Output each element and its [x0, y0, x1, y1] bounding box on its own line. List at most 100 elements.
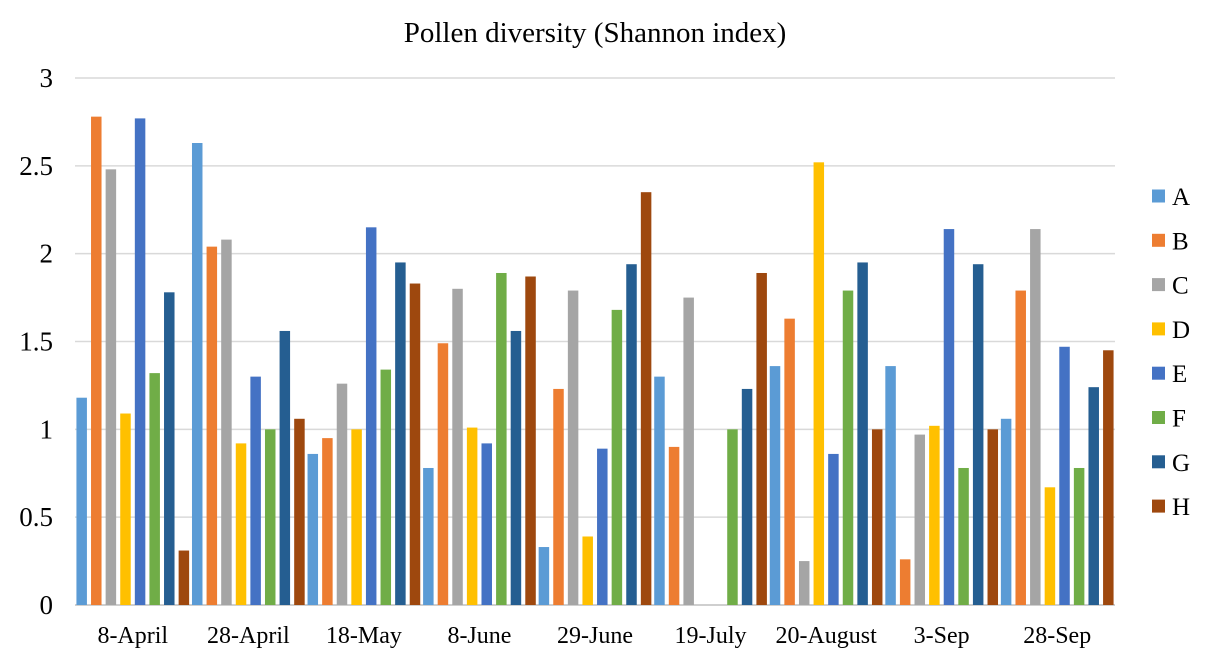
- bar-B-29-June: [553, 388, 564, 605]
- bar-F-8-April: [149, 373, 160, 605]
- legend-item-G: G: [1152, 450, 1190, 477]
- x-tick-label: 8-June: [447, 623, 511, 649]
- bar-C-28-April: [221, 239, 232, 606]
- bars: [76, 116, 1114, 606]
- legend-item-H: H: [1152, 494, 1190, 521]
- legend-item-E: E: [1152, 361, 1187, 388]
- bar-E-18-May: [365, 227, 377, 605]
- legend-swatch: [1152, 189, 1165, 203]
- bar-D-8-June: [466, 427, 478, 605]
- x-tick-label: 19-July: [675, 623, 747, 649]
- legend-swatch: [1152, 366, 1165, 380]
- bar-H-29-June: [640, 192, 652, 605]
- bar-A-8-June: [423, 467, 434, 605]
- x-tick-label: 28-Sep: [1023, 623, 1091, 649]
- legend-swatch: [1152, 499, 1165, 513]
- bar-G-18-May: [395, 262, 406, 605]
- bar-F-20-August: [842, 290, 854, 605]
- bar-B-3-Sep: [899, 559, 911, 605]
- bar-A-3-Sep: [885, 366, 896, 605]
- bar-E-28-Sep: [1059, 346, 1070, 605]
- bar-C-8-June: [452, 288, 463, 605]
- legend-label: C: [1172, 273, 1189, 300]
- bar-E-8-June: [481, 443, 492, 605]
- bar-B-19-July: [668, 446, 680, 605]
- y-tick-label: 0.5: [19, 502, 53, 532]
- bar-G-29-June: [626, 264, 637, 605]
- bar-C-28-Sep: [1030, 229, 1041, 605]
- bar-D-18-May: [351, 429, 362, 605]
- bar-D-28-April: [235, 443, 247, 605]
- bar-F-29-June: [611, 309, 623, 605]
- bar-D-8-April: [120, 413, 131, 605]
- legend-label: E: [1172, 361, 1187, 388]
- legend-label: F: [1172, 406, 1186, 433]
- legend-label: G: [1172, 450, 1190, 477]
- legend-swatch: [1152, 455, 1165, 469]
- bar-A-28-April: [191, 143, 203, 605]
- bar-H-8-April: [178, 550, 190, 605]
- bar-D-29-June: [582, 536, 593, 605]
- x-tick-label: 18-May: [326, 623, 402, 649]
- legend-item-C: C: [1152, 273, 1189, 300]
- bar-F-8-June: [496, 272, 507, 605]
- x-tick-label: 28-April: [207, 623, 290, 649]
- bar-H-8-June: [525, 276, 536, 605]
- legend-swatch: [1152, 278, 1165, 292]
- bar-H-28-Sep: [1103, 350, 1114, 605]
- y-tick-label: 2: [40, 239, 54, 269]
- bar-B-20-August: [784, 318, 795, 605]
- bar-A-19-July: [654, 376, 665, 605]
- bar-D-28-Sep: [1044, 487, 1056, 605]
- chart-title: Pollen diversity (Shannon index): [404, 17, 787, 49]
- bar-G-8-April: [164, 292, 175, 605]
- bar-E-29-June: [597, 448, 608, 605]
- bar-C-8-April: [105, 169, 117, 605]
- bar-A-20-August: [769, 366, 781, 605]
- bar-F-3-Sep: [958, 467, 969, 605]
- gridlines: [75, 77, 1115, 606]
- bar-B-28-April: [206, 246, 218, 605]
- bar-G-28-April: [279, 330, 291, 605]
- bar-E-8-April: [134, 118, 146, 606]
- x-tick-label: 20-August: [775, 623, 877, 649]
- legend-swatch: [1152, 322, 1165, 336]
- bar-E-28-April: [250, 376, 261, 605]
- bar-B-28-Sep: [1015, 290, 1026, 605]
- bar-G-3-Sep: [972, 264, 984, 605]
- x-tick-label: 8-April: [97, 623, 168, 649]
- bar-A-18-May: [307, 453, 319, 605]
- bar-F-28-Sep: [1073, 467, 1085, 605]
- y-tick-label: 0: [40, 590, 54, 620]
- legend-label: H: [1172, 494, 1190, 521]
- legend-item-F: F: [1152, 406, 1186, 433]
- legend-label: A: [1172, 184, 1190, 211]
- bar-G-20-August: [857, 262, 868, 605]
- y-tick-label: 2.5: [19, 151, 53, 181]
- legend-swatch: [1152, 411, 1165, 424]
- bar-G-19-July: [741, 388, 753, 605]
- legend-item-B: B: [1152, 228, 1189, 255]
- bar-H-28-April: [294, 418, 305, 605]
- bar-C-20-August: [798, 561, 810, 605]
- bar-G-8-June: [510, 330, 522, 605]
- bar-C-29-June: [567, 290, 579, 605]
- bar-C-18-May: [336, 383, 348, 605]
- bar-G-28-Sep: [1088, 387, 1099, 605]
- legend-item-A: A: [1152, 184, 1190, 211]
- bar-H-3-Sep: [987, 429, 999, 605]
- bar-E-20-August: [828, 453, 839, 605]
- x-tick-label: 3-Sep: [914, 623, 970, 649]
- y-tick-label: 3: [40, 63, 54, 93]
- bar-C-19-July: [683, 297, 694, 605]
- legend-swatch: [1152, 233, 1165, 247]
- bar-F-28-April: [264, 429, 276, 605]
- bar-H-18-May: [409, 283, 421, 605]
- y-tick-label: 1.5: [19, 327, 53, 357]
- bar-A-28-Sep: [1000, 418, 1012, 605]
- bar-H-19-July: [756, 272, 767, 605]
- bar-A-8-April: [76, 397, 87, 605]
- y-axis-ticks: 0 0.5 1 1.5 2 2.5 3: [19, 63, 53, 620]
